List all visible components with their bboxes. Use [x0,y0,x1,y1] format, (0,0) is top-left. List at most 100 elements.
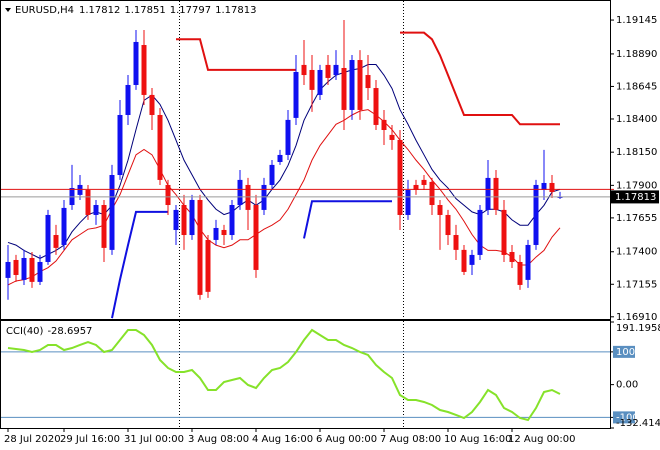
x-tick-label: 4 Aug 16:00 [252,434,313,445]
y-tick-label: 1.16910 [616,312,657,323]
candle-body [253,205,259,270]
candle-body [13,259,19,275]
candle-body [173,209,179,230]
candle-body [333,64,339,76]
candle-body [381,119,387,130]
candle-body [5,261,11,278]
x-tick-label: 29 Jul 16:00 [60,434,120,445]
header-close: 1.17813 [215,5,256,16]
candle-body [229,205,235,236]
candle-body [493,177,499,210]
y-tick-label: 1.19145 [616,15,657,26]
candle-body [133,41,139,85]
candle-body [317,69,323,95]
candle-body [53,235,59,248]
indicator-line [176,31,560,126]
candle-body [277,154,283,162]
y-tick-label: 1.18890 [616,49,657,60]
header-low: 1.17797 [170,5,211,16]
candle-body [157,114,163,180]
candle-body [237,179,243,206]
candle-body [509,252,515,262]
candle-body [149,94,155,115]
candle-body [29,257,35,282]
cci-y-tick-label: -132.4148 [616,418,660,429]
candle-body [349,60,355,110]
cci-y-tick-label: 191.1958 [616,323,660,334]
candle-body [109,175,115,250]
candle-body [525,244,531,280]
candle-body [405,190,411,215]
candle-body [357,60,363,110]
candle-body [189,199,195,236]
candle-body [325,64,331,78]
cci-last: -28.6957 [47,326,92,337]
x-tick-label: 10 Aug 16:00 [444,434,511,445]
axes: 1.19145 1.18890 1.18645 1.18400 1.18150 1.179… [1,15,660,445]
cci-y-tick-label: 100 [616,347,635,358]
candle-body [213,227,219,240]
candle-body [397,139,403,215]
candle-body [389,134,395,140]
header-high: 1.17851 [124,5,165,16]
candle-body [269,164,275,185]
candle-body [309,69,315,90]
candle-body [549,182,555,192]
candle-body [541,182,547,191]
symbol-menu-arrow[interactable] [5,8,11,12]
candle-body [165,184,171,206]
cci-name: CCI(40) [6,326,44,337]
candle-body [533,184,539,245]
cci-y-tick-label: -100 [616,412,639,423]
candle-body [373,88,379,125]
candle-body [181,205,187,236]
candle-body [141,45,147,95]
bid-label: 1.17813 [615,192,656,203]
indicator-line [111,200,392,319]
candle-body [77,184,83,195]
candle-body [21,257,27,280]
x-tick-label: 12 Aug 00:00 [508,434,575,445]
x-tick-label: 31 Jul 00:00 [124,434,184,445]
price-frame [0,0,611,320]
y-tick-label: 1.18400 [616,114,657,125]
candle-body [61,207,67,245]
x-tick-label: 7 Aug 08:00 [380,434,441,445]
candle-body [469,254,475,265]
candle-body [205,239,211,292]
candle-body [421,179,427,185]
candle-body [429,181,435,206]
candle-body [453,235,459,250]
cci-line [7,328,561,422]
candle-body [517,261,523,285]
candle-body [365,75,371,89]
y-tick-label: 1.17900 [616,180,657,191]
candle-body [461,249,467,272]
candle-body [261,184,267,210]
cci-header: CCI(40) -28.6957 [6,326,92,337]
candle-body [341,67,347,110]
y-tick-label: 1.17155 [616,279,657,290]
candle-body [485,177,491,210]
header-open: 1.17812 [79,5,120,16]
candle-body [101,205,107,248]
candle-body [437,205,443,215]
x-tick-label: 6 Aug 00:00 [316,434,377,445]
x-tick-label: 3 Aug 08:00 [188,434,249,445]
cci-level-box [613,411,635,424]
candle-body [477,209,483,255]
candle-body [45,214,51,262]
indicator-line [7,109,561,286]
symbol: EURUSD,H4 [15,5,74,16]
candle-body [117,114,123,176]
y-tick-label: 1.18645 [616,81,657,92]
x-tick-label: 28 Jul 2020 [4,434,61,445]
cci-y-tick-label: 0.00 [616,380,638,391]
candle-body [197,199,203,295]
candle-body [85,190,91,215]
bid-label-box [611,190,659,204]
price-panel [5,20,563,319]
y-tick-label: 1.17655 [616,213,657,224]
candle-body [37,261,43,282]
candle-body [93,205,99,215]
